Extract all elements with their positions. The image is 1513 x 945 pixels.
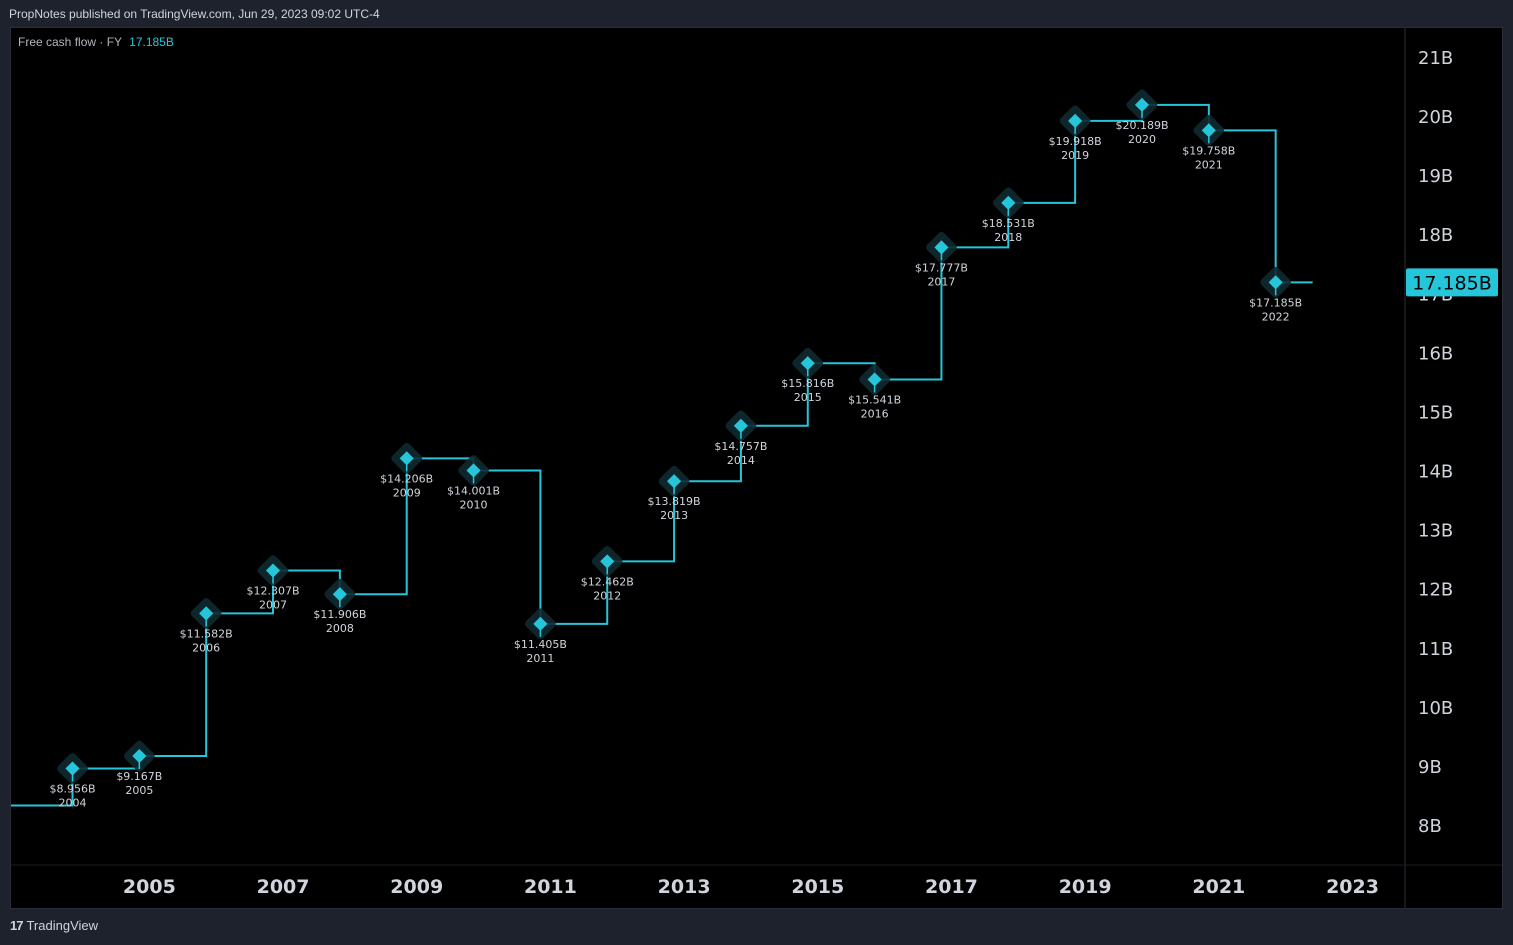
x-tick-label: 2017 <box>925 876 978 898</box>
y-tick-label: 10B <box>1418 698 1453 719</box>
data-label-value: $20.189B <box>1115 119 1168 132</box>
series-legend[interactable]: Free cash flow · FY 17.185B <box>18 35 174 49</box>
data-point-marker[interactable] <box>533 616 548 631</box>
data-label-year: 2009 <box>393 486 421 499</box>
y-tick-label: 16B <box>1418 343 1453 364</box>
data-label-year: 2015 <box>794 391 822 404</box>
data-label-value: $17.185B <box>1249 296 1302 309</box>
data-label-year: 2004 <box>58 797 86 810</box>
x-tick-label: 2005 <box>123 876 176 898</box>
data-label-value: $11.582B <box>180 627 233 640</box>
data-label-year: 2017 <box>927 275 955 288</box>
x-tick-label: 2023 <box>1326 876 1379 898</box>
data-label-value: $18.531B <box>982 217 1035 230</box>
data-point-marker[interactable] <box>65 761 80 776</box>
data-point-marker[interactable] <box>934 240 949 255</box>
data-label-year: 2008 <box>326 622 354 635</box>
data-point-marker[interactable] <box>1001 195 1016 210</box>
data-point-marker[interactable] <box>1134 97 1150 112</box>
data-label-value: $19.918B <box>1049 135 1102 148</box>
publish-header: PropNotes published on TradingView.com, … <box>9 7 380 21</box>
x-tick-label: 2009 <box>390 876 443 898</box>
data-label-year: 2016 <box>861 407 889 420</box>
y-tick-label: 9B <box>1418 757 1442 778</box>
y-tick-label: 12B <box>1418 580 1453 601</box>
legend-series-value: 17.185B <box>129 35 174 49</box>
data-point-marker[interactable] <box>600 554 615 569</box>
data-label-value: $19.758B <box>1182 144 1235 157</box>
data-label-year: 2020 <box>1128 133 1156 146</box>
y-tick-label: 8B <box>1418 816 1442 837</box>
data-label-value: $9.167B <box>116 770 162 783</box>
data-label-year: 2022 <box>1262 310 1290 323</box>
y-tick-label: 18B <box>1418 225 1453 246</box>
data-point-marker[interactable] <box>132 748 147 764</box>
data-label-value: $15.816B <box>781 377 834 390</box>
x-tick-label: 2011 <box>524 876 577 898</box>
data-label-year: 2018 <box>994 231 1022 244</box>
x-tick-label: 2021 <box>1192 876 1245 898</box>
tradingview-logo-icon: 17 <box>10 918 24 933</box>
y-tick-label: 21B <box>1418 48 1453 69</box>
y-tick-label: 20B <box>1418 107 1453 128</box>
data-label-year: 2012 <box>593 589 621 602</box>
data-point-marker[interactable] <box>199 606 214 621</box>
data-label-value: $14.001B <box>447 484 500 497</box>
data-point-marker[interactable] <box>667 474 682 489</box>
data-label-year: 2013 <box>660 509 688 522</box>
data-label-value: $11.405B <box>514 638 567 651</box>
x-tick-label: 2019 <box>1059 876 1112 898</box>
x-tick-label: 2013 <box>658 876 711 898</box>
current-price-tag-label: 17.185B <box>1412 272 1492 294</box>
data-label-year: 2011 <box>526 652 554 665</box>
data-label-value: $8.956B <box>49 783 95 796</box>
data-label-year: 2005 <box>125 784 153 797</box>
y-tick-label: 19B <box>1418 166 1453 187</box>
data-label-value: $12.462B <box>581 575 634 588</box>
data-point-marker[interactable] <box>867 372 882 387</box>
fcf-step-line <box>11 103 1313 807</box>
y-tick-label: 11B <box>1418 639 1453 660</box>
data-point-marker[interactable] <box>265 563 281 578</box>
data-label-value: $14.206B <box>380 472 433 485</box>
data-point-marker[interactable] <box>466 463 481 478</box>
data-label-value: $15.541B <box>848 393 901 406</box>
current-price-tag <box>1406 268 1498 297</box>
data-point-marker[interactable] <box>1268 275 1283 290</box>
data-point-marker[interactable] <box>399 451 414 466</box>
data-label-year: 2019 <box>1061 149 1089 162</box>
x-tick-label: 2015 <box>791 876 844 898</box>
footer-brand-label: TradingView <box>26 918 99 933</box>
data-point-marker[interactable] <box>1068 113 1083 128</box>
y-tick-label: 15B <box>1418 402 1453 423</box>
data-label-year: 2007 <box>259 599 287 612</box>
data-label-year: 2014 <box>727 454 755 467</box>
y-tick-label: 14B <box>1418 462 1453 483</box>
data-label-value: $12.307B <box>246 585 299 598</box>
data-label-value: $14.757B <box>714 440 767 453</box>
data-label-year: 2010 <box>460 498 488 511</box>
data-label-year: 2006 <box>192 641 220 654</box>
y-tick-label: 13B <box>1418 521 1453 542</box>
data-label-value: $11.906B <box>313 608 366 621</box>
data-point-marker[interactable] <box>1201 123 1216 138</box>
x-tick-label: 2007 <box>257 876 310 898</box>
data-label-year: 2021 <box>1195 158 1223 171</box>
data-point-marker[interactable] <box>332 587 347 602</box>
data-point-marker[interactable] <box>800 356 815 371</box>
data-label-value: $17.777B <box>915 261 968 274</box>
chart-frame <box>10 27 1503 909</box>
data-point-marker[interactable] <box>733 418 748 433</box>
data-label-value: $13.819B <box>648 495 701 508</box>
legend-series-name: Free cash flow · FY <box>18 35 122 49</box>
footer-brand[interactable]: 17 TradingView <box>10 918 98 933</box>
